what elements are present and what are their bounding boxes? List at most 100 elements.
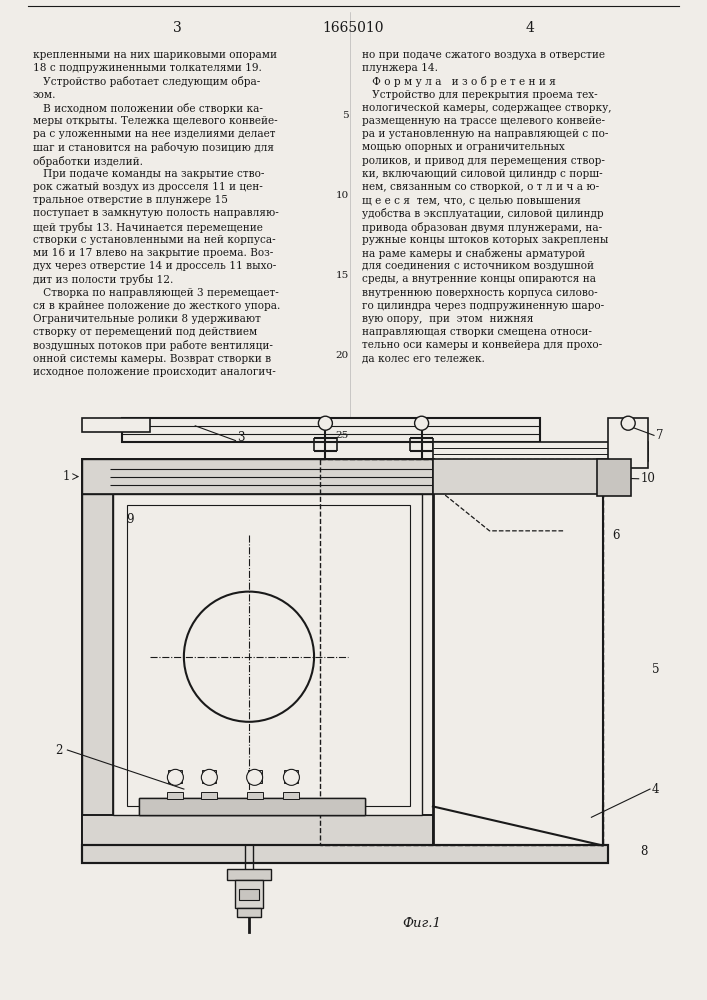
Text: В исходном положении обе створки ка-: В исходном положении обе створки ка- [33, 103, 263, 114]
Bar [168, 770, 182, 783]
Text: для соединения с источником воздушной: для соединения с источником воздушной [362, 261, 594, 271]
Text: 1: 1 [62, 470, 70, 483]
Text: но при подаче сжатого воздуха в отверстие: но при подаче сжатого воздуха в отверсти… [362, 50, 605, 60]
Text: ра с уложенными на нее изделиями делает: ра с уложенными на нее изделиями делает [33, 129, 276, 139]
Text: 3: 3 [237, 431, 244, 444]
Text: Устройство для перекрытия проема тех-: Устройство для перекрытия проема тех- [362, 90, 597, 100]
Bar [201, 792, 217, 799]
Bar [127, 505, 410, 806]
Bar [82, 459, 113, 845]
Text: ки, включающий силовой цилиндр с порш-: ки, включающий силовой цилиндр с порш- [362, 169, 602, 179]
Bar [202, 770, 216, 783]
Bar [168, 792, 183, 799]
Text: 18 с подпружиненными толкателями 19.: 18 с подпружиненными толкателями 19. [33, 63, 262, 73]
Text: нем, связанным со створкой, о т л и ч а ю-: нем, связанным со створкой, о т л и ч а … [362, 182, 599, 192]
Text: вую опору,  при  этом  нижняя: вую опору, при этом нижняя [362, 314, 534, 324]
Text: 4: 4 [525, 21, 534, 35]
Text: на раме камеры и снабжены арматурой: на раме камеры и снабжены арматурой [362, 248, 585, 259]
Circle shape [201, 769, 217, 785]
Bar [247, 792, 262, 799]
Text: ся в крайнее положение до жесткого упора.: ся в крайнее положение до жесткого упора… [33, 301, 281, 311]
Text: При подаче команды на закрытие ство-: При подаче команды на закрытие ство- [33, 169, 264, 179]
Text: ра и установленную на направляющей с по-: ра и установленную на направляющей с по- [362, 129, 609, 139]
Bar [82, 845, 609, 863]
Text: 4: 4 [652, 783, 660, 796]
Text: 10: 10 [641, 472, 655, 485]
Text: роликов, и привод для перемещения створ-: роликов, и привод для перемещения створ- [362, 156, 605, 166]
Bar [82, 459, 433, 494]
Text: поступает в замкнутую полость направляю-: поступает в замкнутую полость направляю- [33, 208, 279, 218]
Bar [609, 418, 648, 468]
Bar [235, 880, 263, 908]
Bar [82, 459, 433, 845]
Bar [320, 459, 603, 845]
Text: тральное отверстие в плунжере 15: тральное отверстие в плунжере 15 [33, 195, 228, 205]
Text: Створка по направляющей 3 перемещает-: Створка по направляющей 3 перемещает- [33, 288, 279, 298]
Bar [433, 459, 609, 494]
Text: ми 16 и 17 влево на закрытие проема. Воз-: ми 16 и 17 влево на закрытие проема. Воз… [33, 248, 273, 258]
Bar [122, 418, 540, 442]
Circle shape [414, 416, 428, 430]
Bar [113, 494, 421, 815]
Text: щей трубы 13. Начинается перемещение: щей трубы 13. Начинается перемещение [33, 222, 263, 233]
Circle shape [168, 769, 183, 785]
Circle shape [318, 416, 332, 430]
Text: го цилиндра через подпружиненную шаро-: го цилиндра через подпружиненную шаро- [362, 301, 604, 311]
Text: внутреннюю поверхность корпуса силово-: внутреннюю поверхность корпуса силово- [362, 288, 597, 298]
Text: зом.: зом. [33, 90, 57, 100]
Text: удобства в эксплуатации, силовой цилиндр: удобства в эксплуатации, силовой цилиндр [362, 208, 604, 219]
Text: онной системы камеры. Возврат створки в: онной системы камеры. Возврат створки в [33, 354, 271, 364]
Text: шаг и становится на рабочую позицию для: шаг и становится на рабочую позицию для [33, 142, 274, 153]
Text: дит из полости трубы 12.: дит из полости трубы 12. [33, 274, 173, 285]
Text: Фиг.1: Фиг.1 [402, 917, 441, 930]
Text: 5: 5 [342, 111, 349, 120]
Text: меры открыты. Тележка щелевого конвейе-: меры открыты. Тележка щелевого конвейе- [33, 116, 278, 126]
Text: плунжера 14.: плунжера 14. [362, 63, 438, 73]
Bar [82, 418, 150, 432]
Circle shape [284, 769, 300, 785]
Circle shape [621, 416, 635, 430]
Text: 3: 3 [173, 21, 182, 35]
Bar [433, 442, 648, 461]
Text: Устройство работает следующим обра-: Устройство работает следующим обра- [33, 76, 260, 87]
Text: ружные концы штоков которых закреплены: ружные концы штоков которых закреплены [362, 235, 609, 245]
Text: обработки изделий.: обработки изделий. [33, 156, 143, 167]
Bar [237, 908, 261, 917]
Text: направляющая створки смещена относи-: направляющая створки смещена относи- [362, 327, 592, 337]
Text: среды, а внутренние концы опираются на: среды, а внутренние концы опираются на [362, 274, 596, 284]
Text: воздушных потоков при работе вентиляци-: воздушных потоков при работе вентиляци- [33, 340, 273, 351]
Text: рок сжатый воздух из дросселя 11 и цен-: рок сжатый воздух из дросселя 11 и цен- [33, 182, 263, 192]
Text: створки с установленными на ней корпуса-: створки с установленными на ней корпуса- [33, 235, 276, 245]
Text: крепленными на них шариковыми опорами: крепленными на них шариковыми опорами [33, 50, 277, 60]
Bar [82, 845, 609, 863]
Bar [82, 815, 433, 845]
Text: мощью опорных и ограничительных: мощью опорных и ограничительных [362, 142, 565, 152]
Text: нологической камеры, содержащее створку,: нологической камеры, содержащее створку, [362, 103, 612, 113]
Bar [239, 889, 259, 900]
Text: щ е е с я  тем, что, с целью повышения: щ е е с я тем, что, с целью повышения [362, 195, 581, 205]
Text: да колес его тележек.: да колес его тележек. [362, 354, 485, 364]
Text: размещенную на трассе щелевого конвейе-: размещенную на трассе щелевого конвейе- [362, 116, 605, 126]
Bar [284, 792, 300, 799]
Text: 7: 7 [656, 429, 663, 442]
Text: 8: 8 [641, 845, 648, 858]
Text: дух через отверстие 14 и дроссель 11 выхо-: дух через отверстие 14 и дроссель 11 вых… [33, 261, 276, 271]
Text: 10: 10 [336, 192, 349, 200]
Text: 1665010: 1665010 [322, 21, 384, 35]
Text: Ф о р м у л а   и з о б р е т е н и я: Ф о р м у л а и з о б р е т е н и я [362, 76, 556, 87]
Bar [82, 815, 433, 845]
Text: 6: 6 [612, 529, 620, 542]
Text: 2: 2 [56, 744, 63, 757]
Text: 20: 20 [336, 352, 349, 360]
Bar [247, 770, 262, 783]
Circle shape [247, 769, 262, 785]
Bar [82, 459, 433, 494]
Text: привода образован двумя плунжерами, на-: привода образован двумя плунжерами, на- [362, 222, 602, 233]
Text: тельно оси камеры и конвейера для прохо-: тельно оси камеры и конвейера для прохо- [362, 340, 602, 350]
Text: исходное положение происходит аналогич-: исходное положение происходит аналогич- [33, 367, 276, 377]
Text: Ограничительные ролики 8 удерживают: Ограничительные ролики 8 удерживают [33, 314, 261, 324]
Text: створку от перемещений под действием: створку от перемещений под действием [33, 327, 257, 337]
Text: 15: 15 [336, 271, 349, 280]
Bar [139, 798, 365, 815]
Bar [284, 770, 298, 783]
